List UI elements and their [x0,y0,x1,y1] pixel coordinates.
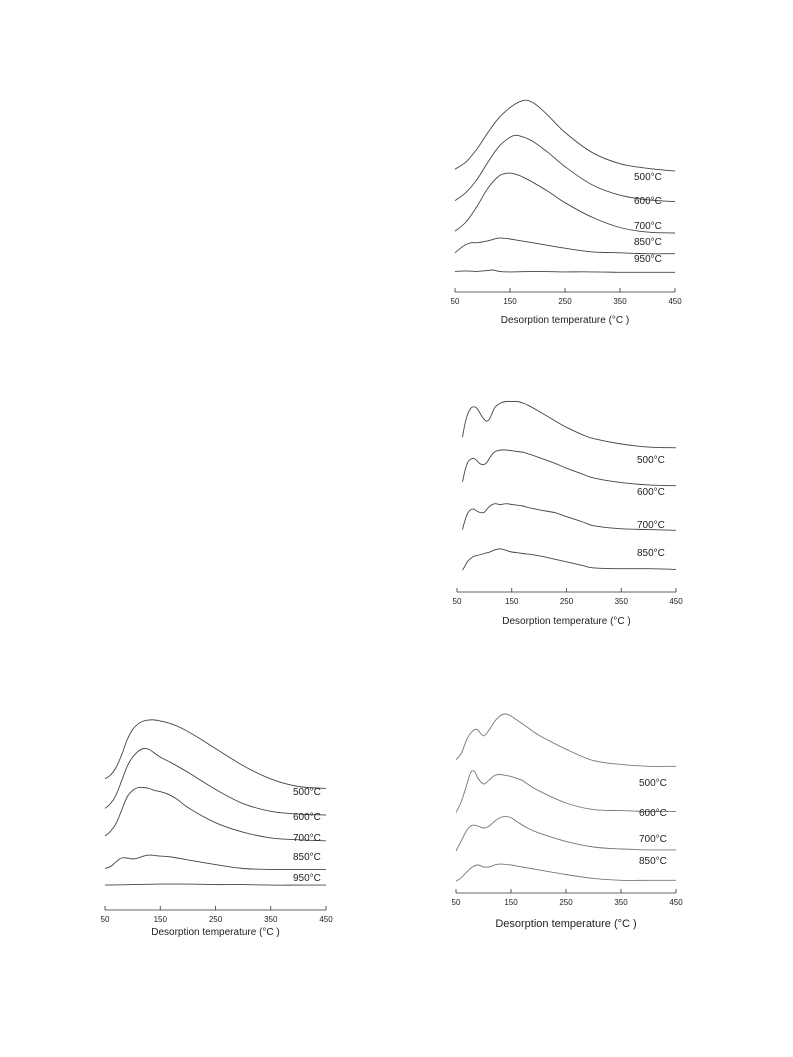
series-line [104,786,327,842]
series-line [455,863,676,882]
series-label: 500°C [634,172,662,183]
series-line [462,400,677,449]
x-axis-title: Desorption temperature (°C ) [502,616,631,627]
series-label: 600°C [637,487,665,498]
x-tick-label: 450 [668,297,682,306]
x-tick-label: 250 [558,297,572,306]
series-label: 850°C [634,237,662,248]
series-label: 850°C [637,548,665,559]
series-line [462,503,677,531]
series-label: 700°C [637,520,665,531]
tpd-panel-bottom-left: 50 150 250 350 450 Desorption temperature (°C… [101,719,333,938]
x-tick-label: 50 [453,597,462,606]
x-tick-label: 350 [614,898,628,907]
series-line [104,854,326,870]
x-tick-label: 50 [101,915,110,924]
series-line [455,816,677,852]
series-label: 600°C [293,812,321,823]
x-tick-label: 350 [264,915,278,924]
series-label: 850°C [639,856,667,867]
series-label: 600°C [639,808,667,819]
series-line [454,134,676,203]
x-tick-label: 150 [503,297,517,306]
series-line [454,269,675,273]
series-label: 850°C [293,852,321,863]
tpd-panel-bottom-right: 50 150 250 350 450 Desorption temperature (°C… [452,713,683,930]
series-label: 700°C [293,833,321,844]
series-line [455,713,677,767]
series-line [455,770,677,813]
x-axis-title: Desorption temperature (°C ) [501,315,630,326]
series-line [104,883,326,886]
series-label: 700°C [639,834,667,845]
x-axis-title: Desorption temperature (°C ) [151,927,280,938]
series-label: 500°C [639,778,667,789]
x-tick-label: 150 [504,898,518,907]
x-tick-label: 150 [154,915,168,924]
x-axis-title: Desorption temperature (°C ) [495,918,636,930]
series-label: 500°C [293,787,321,798]
x-tick-label: 50 [452,898,461,907]
x-tick-label: 350 [613,297,627,306]
series-line [454,99,676,172]
series-line [462,548,677,571]
tpd-panel-top-right: 50 150 250 350 450 Desorption temperature (°C… [451,99,682,326]
series-label: 950°C [634,254,662,265]
x-tick-label: 250 [559,898,573,907]
x-tick-label: 250 [560,597,574,606]
series-line [104,719,327,789]
series-line [454,237,676,255]
series-label: 950°C [293,873,321,884]
x-tick-label: 450 [669,597,683,606]
x-tick-label: 350 [615,597,629,606]
x-tick-label: 250 [209,915,223,924]
x-tick-label: 450 [319,915,333,924]
tpd-panel-middle-right: 50 150 250 350 450 Desorption temperature (°C… [453,400,683,627]
x-tick-label: 450 [669,898,683,907]
series-line [454,172,676,234]
series-line [104,747,327,816]
x-tick-label: 150 [505,597,519,606]
series-label: 700°C [634,221,662,232]
x-tick-label: 50 [451,297,460,306]
series-line [462,449,677,487]
series-label: 600°C [634,196,662,207]
series-label: 500°C [637,455,665,466]
